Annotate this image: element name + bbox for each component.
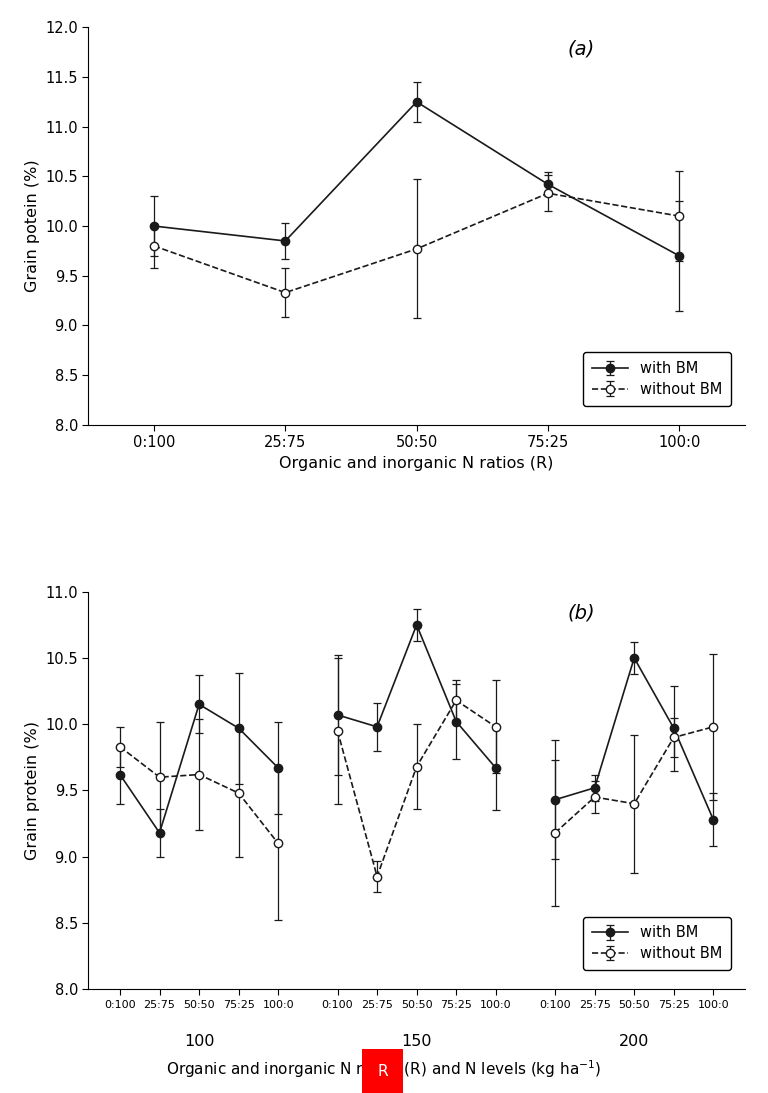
Text: R: R xyxy=(378,1063,388,1079)
Text: (b): (b) xyxy=(568,603,595,623)
Y-axis label: Grain potein (%): Grain potein (%) xyxy=(25,160,40,292)
Legend: with BM, without BM: with BM, without BM xyxy=(583,917,731,969)
Text: Organic and inorganic N ratios (R) and N levels (kg ha$^{-1}$): Organic and inorganic N ratios (R) and N… xyxy=(167,1058,601,1080)
Text: 150: 150 xyxy=(402,1034,432,1048)
X-axis label: Organic and inorganic N ratios (R): Organic and inorganic N ratios (R) xyxy=(280,456,554,471)
Text: (a): (a) xyxy=(568,39,595,58)
Y-axis label: Grain protein (%): Grain protein (%) xyxy=(25,721,40,860)
Legend: with BM, without BM: with BM, without BM xyxy=(583,352,731,406)
Text: 200: 200 xyxy=(619,1034,650,1048)
Text: 100: 100 xyxy=(184,1034,214,1048)
